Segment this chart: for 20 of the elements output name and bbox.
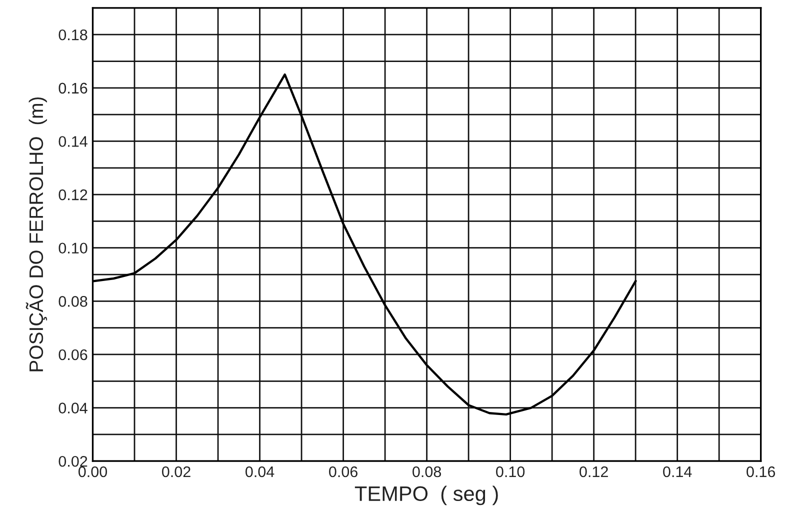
y-axis-title: POSIÇÃO DO FERROLHO (m): [26, 97, 48, 372]
x-tick-label: 0.14: [663, 466, 692, 478]
x-tick-label: 0.12: [580, 466, 608, 478]
x-tick-label: 0.04: [246, 466, 274, 478]
x-tick-label: 0.00: [78, 466, 108, 478]
x-axis-title: TEMPO ( seg ): [354, 486, 498, 506]
y-tick-label: 0.12: [58, 189, 88, 200]
x-tick-label: 0.10: [496, 466, 525, 478]
y-tick-label: 0.18: [58, 29, 88, 40]
y-tick-label: 0.02: [58, 456, 88, 467]
y-tick-label: 0.04: [58, 402, 88, 414]
x-tick-label: 0.02: [162, 466, 190, 478]
y-tick-label: 0.08: [58, 296, 88, 307]
y-tick-label: 0.14: [58, 136, 88, 147]
x-tick-label: 0.06: [329, 466, 358, 478]
x-tick-label: 0.16: [746, 466, 776, 478]
y-tick-label: 0.16: [58, 82, 88, 94]
x-tick-label: 0.08: [412, 466, 441, 478]
y-tick-label: 0.10: [58, 242, 88, 254]
y-tick-label: 0.06: [58, 349, 88, 360]
